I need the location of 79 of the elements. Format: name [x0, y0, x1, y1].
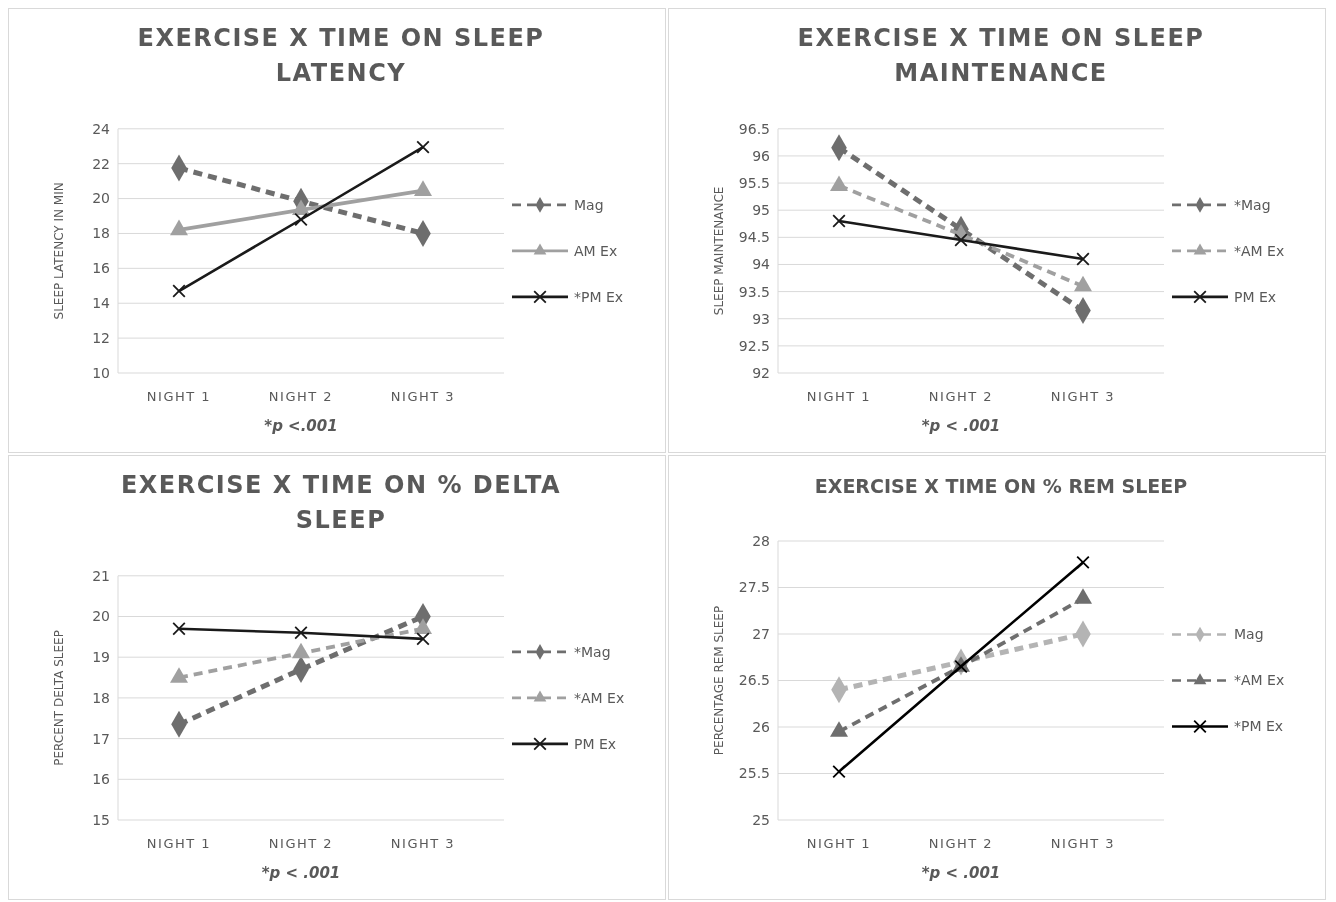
y-tick-label: 15	[92, 811, 110, 828]
y-tick-label: 20	[92, 608, 110, 625]
y-tick-label: 25.5	[738, 765, 770, 782]
point	[294, 626, 308, 640]
y-tick-label: 21	[92, 567, 110, 584]
legend-label: *AM Ex	[1234, 242, 1285, 259]
chart-title: EXERCISE X TIME ON % DELTA SLEEP	[120, 471, 562, 534]
x-tick-label: NIGHT 3	[390, 836, 456, 851]
x-tick-label: NIGHT 3	[390, 389, 456, 404]
legend-label: Mag	[574, 196, 604, 213]
point	[172, 621, 186, 636]
y-tick-label: 20	[92, 190, 110, 207]
text: *p <.001	[264, 417, 338, 435]
y-tick-label: 24	[92, 120, 111, 137]
x-tick-label: NIGHT 1	[146, 389, 212, 404]
y-tick-label: 92	[752, 364, 770, 381]
legend-label: AM Ex	[574, 242, 618, 259]
point	[294, 212, 308, 227]
legend-label: *Mag	[574, 643, 611, 660]
x-tick-label: NIGHT 1	[806, 389, 872, 404]
legend-label: *Mag	[1234, 196, 1271, 213]
y-axis-title: PERCENTAGE REM SLEEP	[712, 605, 726, 756]
y-tick-label: 17	[92, 730, 110, 747]
legend-label: *AM Ex	[574, 689, 625, 706]
x-tick-label: NIGHT 3	[1050, 836, 1116, 851]
legend-label: *AM Ex	[1234, 672, 1285, 689]
text: *p < .001	[921, 864, 1001, 882]
y-tick-label: 22	[92, 155, 110, 172]
y-tick-label: 93	[752, 310, 770, 327]
legend-label: *PM Ex	[1234, 718, 1284, 735]
y-tick-label: 26	[752, 718, 771, 735]
legend-label: Mag	[1234, 626, 1264, 643]
y-tick-label: 18	[92, 689, 110, 706]
y-tick-label: 14	[92, 295, 111, 312]
y-tick-label: 27.5	[738, 579, 770, 596]
y-axis-title: SLEEP MAINTENANCE	[712, 186, 726, 316]
legend-label: PM Ex	[574, 735, 617, 752]
y-tick-label: 94.5	[738, 229, 770, 246]
point	[416, 140, 430, 154]
x-tick-label: NIGHT 1	[806, 836, 872, 851]
y-tick-label: 28	[752, 532, 770, 549]
y-tick-label: 26.5	[738, 672, 770, 689]
legend-label: *PM Ex	[574, 288, 624, 305]
y-tick-label: 94	[752, 256, 771, 273]
y-tick-label: 19	[92, 649, 110, 666]
y-tick-label: 10	[92, 364, 110, 381]
y-tick-label: 93.5	[738, 283, 770, 300]
y-tick-label: 18	[92, 225, 110, 242]
y-tick-label: 95.5	[738, 174, 770, 191]
text: *p < .001	[921, 417, 1001, 435]
point	[832, 764, 846, 779]
y-tick-label: 25	[752, 811, 770, 828]
point	[416, 632, 430, 646]
chart-title: EXERCISE X TIME ON SLEEP MAINTENANCE	[797, 24, 1205, 87]
x-tick-label: NIGHT 2	[928, 836, 994, 851]
y-tick-label: 12	[92, 330, 110, 347]
text: *p < .001	[261, 864, 341, 882]
y-tick-label: 16	[92, 260, 111, 277]
x-tick-label: NIGHT 2	[928, 389, 994, 404]
point	[1076, 252, 1090, 266]
point	[954, 233, 968, 247]
y-tick-label: 16	[92, 771, 111, 788]
x-tick-label: NIGHT 2	[268, 389, 334, 404]
y-tick-label: 96	[752, 147, 771, 164]
x-tick-label: NIGHT 1	[146, 836, 212, 851]
chart-title: EXERCISE X TIME ON % REM SLEEP	[814, 475, 1188, 497]
x-tick-label: NIGHT 2	[268, 836, 334, 851]
y-axis-title: SLEEP LATENCY IN MIN	[52, 182, 66, 320]
y-tick-label: 92.5	[738, 337, 770, 354]
y-axis-title: PERCENT DELTA SLEEP	[52, 630, 66, 766]
chart-title: EXERCISE X TIME ON SLEEP LATENCY	[137, 24, 545, 87]
y-tick-label: 27	[752, 625, 770, 642]
y-tick-label: 95	[752, 202, 770, 219]
point	[832, 214, 846, 228]
point	[172, 284, 186, 298]
y-tick-label: 96.5	[738, 120, 770, 137]
point	[1076, 555, 1090, 570]
legend-label: PM Ex	[1234, 288, 1277, 305]
x-tick-label: NIGHT 3	[1050, 389, 1116, 404]
